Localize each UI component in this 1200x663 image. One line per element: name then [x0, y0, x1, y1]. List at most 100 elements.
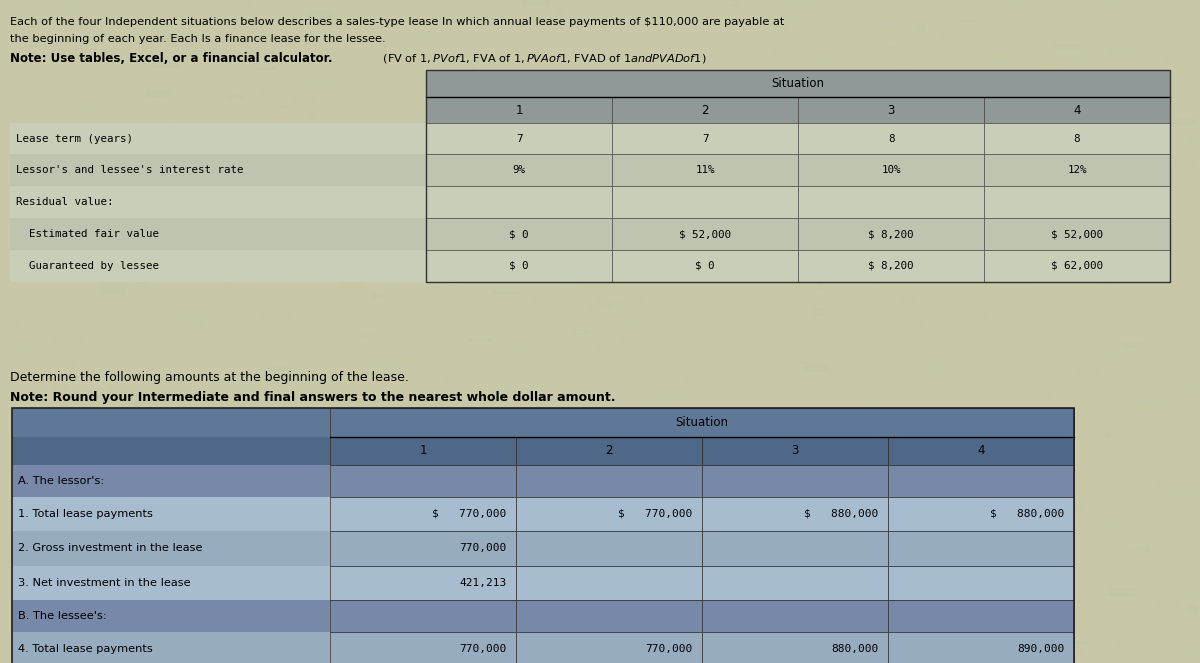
Bar: [768, 296, 778, 301]
Bar: [161, 473, 174, 479]
Bar: [1159, 156, 1177, 162]
Bar: [638, 232, 656, 237]
Bar: [24, 376, 47, 385]
Bar: [293, 97, 313, 103]
Bar: [607, 199, 628, 203]
Bar: [913, 137, 923, 142]
Bar: [444, 349, 455, 351]
Bar: [612, 123, 798, 154]
Bar: [508, 243, 535, 252]
Bar: [346, 174, 353, 183]
Bar: [868, 398, 878, 405]
Bar: [235, 448, 260, 457]
Bar: [500, 442, 524, 450]
Text: Situation: Situation: [772, 77, 824, 90]
Bar: [1020, 0, 1031, 1]
Bar: [1015, 538, 1032, 544]
Bar: [571, 39, 578, 42]
Bar: [185, 526, 198, 532]
Bar: [929, 365, 955, 372]
Bar: [130, 501, 143, 504]
Bar: [671, 456, 678, 461]
Bar: [976, 315, 988, 321]
Bar: [949, 74, 962, 81]
Bar: [362, 400, 378, 402]
Bar: [888, 605, 911, 613]
Bar: [536, 430, 554, 434]
Bar: [516, 632, 702, 663]
Bar: [1144, 223, 1152, 231]
Bar: [306, 239, 320, 249]
Bar: [127, 18, 148, 23]
Bar: [547, 499, 569, 504]
Bar: [274, 625, 300, 629]
Text: 11%: 11%: [695, 165, 715, 176]
Bar: [888, 600, 1074, 632]
Bar: [1135, 455, 1156, 463]
Bar: [326, 352, 337, 358]
Bar: [677, 617, 694, 622]
Bar: [479, 52, 499, 55]
Bar: [794, 235, 823, 245]
Bar: [152, 129, 172, 135]
Bar: [926, 450, 949, 457]
Text: Note: Round your Intermediate and final answers to the nearest whole dollar amou: Note: Round your Intermediate and final …: [10, 391, 616, 404]
Bar: [852, 235, 876, 241]
Bar: [263, 312, 290, 321]
Bar: [1096, 514, 1112, 522]
Bar: [906, 253, 917, 259]
Bar: [707, 562, 722, 566]
Bar: [1072, 646, 1082, 656]
Bar: [415, 271, 436, 275]
Bar: [997, 620, 1014, 629]
Bar: [310, 80, 334, 88]
Bar: [242, 299, 260, 306]
Bar: [732, 570, 757, 577]
Bar: [131, 556, 156, 561]
Bar: [702, 566, 888, 600]
Bar: [1140, 149, 1166, 155]
Bar: [361, 330, 383, 339]
Bar: [814, 308, 824, 316]
Bar: [439, 438, 455, 446]
Bar: [655, 153, 672, 159]
Bar: [845, 518, 853, 528]
Bar: [168, 210, 193, 213]
Bar: [604, 211, 629, 217]
Bar: [262, 81, 282, 84]
Bar: [1025, 641, 1036, 649]
Bar: [991, 202, 1013, 210]
Bar: [516, 465, 702, 497]
Bar: [131, 210, 143, 217]
Bar: [433, 94, 454, 97]
Bar: [198, 487, 209, 495]
Bar: [764, 388, 788, 392]
Text: Situation: Situation: [676, 416, 728, 429]
Bar: [710, 552, 724, 561]
Bar: [637, 216, 650, 225]
Bar: [294, 547, 323, 556]
Bar: [330, 531, 516, 566]
Bar: [334, 17, 356, 27]
Bar: [319, 478, 331, 481]
Bar: [569, 269, 575, 278]
Bar: [106, 490, 114, 498]
Bar: [984, 123, 1170, 154]
Bar: [720, 594, 739, 602]
Bar: [937, 407, 944, 413]
Bar: [702, 531, 888, 566]
Bar: [472, 67, 479, 71]
Bar: [203, 471, 218, 475]
Bar: [690, 347, 710, 353]
Bar: [546, 75, 564, 84]
Text: $ 0: $ 0: [509, 229, 529, 239]
Bar: [48, 357, 76, 365]
Bar: [114, 426, 143, 432]
Bar: [673, 69, 695, 76]
Bar: [604, 87, 626, 95]
Bar: [665, 523, 677, 525]
Bar: [242, 572, 260, 580]
Bar: [491, 259, 520, 264]
Bar: [614, 359, 638, 364]
Bar: [410, 223, 426, 226]
